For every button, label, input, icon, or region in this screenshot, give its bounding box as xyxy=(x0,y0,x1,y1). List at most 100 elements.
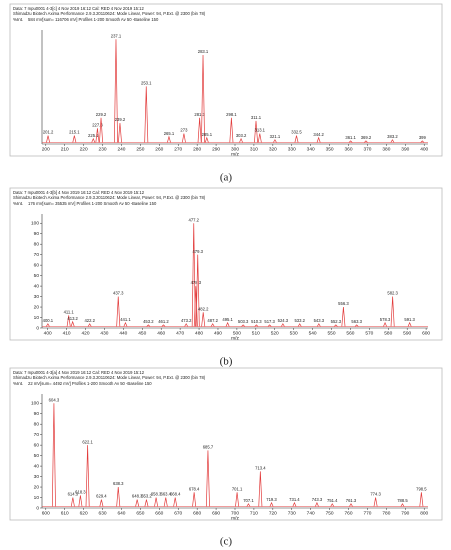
x-tick-label: 630 xyxy=(99,510,107,516)
peak xyxy=(373,497,378,507)
x-tick-label: 750 xyxy=(326,510,334,516)
peak-label: 239.2 xyxy=(115,117,126,122)
peak xyxy=(87,323,92,327)
y-tick-label: 80 xyxy=(34,421,40,427)
peak-label: 478.3 xyxy=(191,280,202,285)
y-tick-label: 70 xyxy=(34,252,40,258)
peak xyxy=(118,123,122,143)
intensity-note: 22 mV[sum= 4492 mV] Profiles 1-200 Smoot… xyxy=(28,381,152,386)
x-tick-label: 730 xyxy=(288,510,296,516)
peak xyxy=(78,495,83,507)
peak xyxy=(390,139,395,143)
y-tick-label: 100 xyxy=(31,221,39,227)
peak-label: 437.3 xyxy=(113,291,124,296)
info-line: Shimadzu Biotech Axima Performance 2.9.3… xyxy=(13,375,206,380)
peak xyxy=(273,139,277,143)
peak xyxy=(72,135,77,143)
peak xyxy=(135,499,140,507)
x-tick-label: 530 xyxy=(290,330,298,336)
peak xyxy=(184,323,189,327)
peak-label: 265.1 xyxy=(164,131,175,136)
x-tick-label: 370 xyxy=(363,146,371,152)
peak-label: 479.3 xyxy=(192,249,203,254)
x-tick-label: 600 xyxy=(422,330,430,336)
peak xyxy=(205,450,210,507)
x-tick-label: 410 xyxy=(63,330,71,336)
peak xyxy=(181,133,186,143)
peak xyxy=(195,254,200,327)
peak xyxy=(191,223,196,327)
x-tick-label: 500 xyxy=(233,330,241,336)
y-tick-label: 30 xyxy=(34,474,40,480)
y-tick-label: 40 xyxy=(34,463,40,469)
peak-label: 383.2 xyxy=(387,134,398,139)
peak xyxy=(91,137,96,143)
peak-label: 283.1 xyxy=(198,49,209,54)
peak-label: 237.1 xyxy=(111,33,122,38)
x-tick-label: 520 xyxy=(271,330,279,336)
peak-label: 298.1 xyxy=(226,112,237,117)
x-tick-label: 220 xyxy=(80,146,88,152)
peak-label: 582.3 xyxy=(387,291,398,296)
peak xyxy=(173,497,178,507)
intensity-note: 584 mV[sum= 116706 mV] Profiles 1-200 Sm… xyxy=(28,17,159,22)
peak xyxy=(95,128,100,143)
y-axis-label: %Int. xyxy=(13,381,23,386)
intensity-note: 176 mV[sum= 35535 mV] Profiles 1-200 Smo… xyxy=(28,201,157,206)
x-tick-label: 640 xyxy=(117,510,125,516)
y-tick-label: 40 xyxy=(34,283,40,289)
peak xyxy=(204,136,209,143)
peak xyxy=(193,286,198,327)
peak-label: 719.3 xyxy=(266,497,277,502)
peak xyxy=(201,312,206,327)
peak-label: 629.4 xyxy=(96,494,107,499)
x-tick-label: 580 xyxy=(384,330,392,336)
peak xyxy=(254,324,259,327)
y-tick-label: 0 xyxy=(36,505,39,511)
peak xyxy=(161,324,166,327)
peak-label: 604.3 xyxy=(49,397,60,402)
x-tick-label: 330 xyxy=(288,146,296,152)
peak-label: 556.3 xyxy=(338,301,349,306)
peak xyxy=(241,324,245,327)
peak-label: 441.1 xyxy=(120,317,131,322)
peak-label: 774.3 xyxy=(370,492,381,497)
peak xyxy=(229,117,234,143)
x-tick-label: 310 xyxy=(250,146,258,152)
peak-label: 344.2 xyxy=(313,132,324,137)
x-tick-label: 440 xyxy=(119,330,127,336)
peak-label: 303.2 xyxy=(236,133,247,138)
peak-label: 578.3 xyxy=(380,317,391,322)
peak xyxy=(46,135,50,143)
y-tick-label: 80 xyxy=(34,241,40,247)
x-tick-label: 710 xyxy=(250,510,258,516)
peak xyxy=(258,471,263,507)
peak-label: 798.5 xyxy=(416,486,427,491)
peak-label: 731.4 xyxy=(289,497,300,502)
x-tick-label: 550 xyxy=(327,330,335,336)
peak-label: 510.3 xyxy=(251,319,262,324)
peak xyxy=(348,140,353,143)
x-tick-label: 620 xyxy=(80,510,88,516)
peak xyxy=(163,497,168,507)
peak xyxy=(400,503,405,507)
x-axis-label: m/z xyxy=(231,335,239,341)
peak-label: 591.3 xyxy=(404,317,415,322)
peak xyxy=(269,501,274,507)
peak-label: 663.4 xyxy=(161,492,172,497)
peak-label: 638.3 xyxy=(113,481,124,486)
peak xyxy=(280,323,285,327)
peak-label: 653.2 xyxy=(141,494,152,499)
peak xyxy=(316,323,321,327)
y-tick-label: 20 xyxy=(34,304,40,310)
peak-label: 400.1 xyxy=(43,318,54,323)
x-tick-label: 470 xyxy=(176,330,184,336)
peak-label: 524.3 xyxy=(278,318,289,323)
peak xyxy=(334,324,338,327)
x-tick-label: 740 xyxy=(307,510,315,516)
peak-label: 701.1 xyxy=(232,486,243,491)
peak-label: 503.3 xyxy=(238,319,249,324)
peak-label: 668.4 xyxy=(170,492,181,497)
peak-label: 473.2 xyxy=(181,318,192,323)
